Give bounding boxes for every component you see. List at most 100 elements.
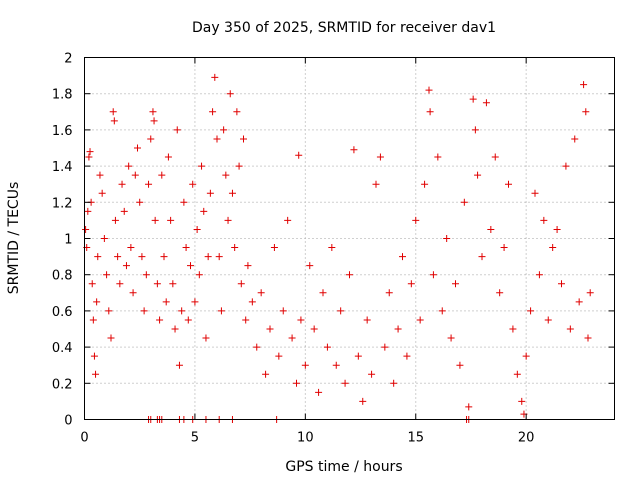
- data-point: [204, 253, 212, 261]
- grid: [84, 57, 615, 420]
- data-point: [92, 370, 100, 378]
- data-point: [237, 280, 245, 288]
- data-point: [257, 289, 265, 297]
- data-point: [412, 216, 420, 224]
- data-point: [158, 171, 166, 179]
- data-point: [586, 289, 594, 297]
- data-point: [228, 189, 236, 197]
- data-point: [156, 316, 164, 324]
- data-point: [233, 108, 241, 116]
- data-point: [93, 298, 101, 306]
- data-point: [421, 180, 429, 188]
- data-point: [173, 126, 181, 134]
- data-point: [452, 280, 459, 288]
- data-point: [127, 244, 135, 252]
- data-point: [399, 253, 406, 261]
- data-point: [244, 262, 252, 270]
- data-point: [202, 334, 210, 342]
- y-tick-label: 1.6: [52, 124, 73, 139]
- data-point: [160, 253, 168, 261]
- data-point: [150, 117, 158, 125]
- data-point: [346, 271, 353, 279]
- data-point: [368, 370, 376, 378]
- data-point: [496, 289, 504, 297]
- data-point: [171, 325, 179, 333]
- data-point: [403, 352, 411, 360]
- data-point: [129, 289, 137, 297]
- data-point: [434, 153, 442, 161]
- data-point: [328, 244, 336, 252]
- data-point: [471, 126, 479, 134]
- data-point: [195, 271, 203, 279]
- data-point: [315, 388, 323, 396]
- data-point: [535, 271, 543, 279]
- data-point: [85, 153, 93, 161]
- data-point: [138, 253, 146, 261]
- data-point: [226, 90, 234, 98]
- data-point: [213, 135, 221, 143]
- axis-ticks: [84, 57, 615, 420]
- data-point: [217, 307, 225, 315]
- data-point: [88, 280, 96, 288]
- data-point: [469, 95, 477, 103]
- data-point: [206, 189, 214, 197]
- x-axis-title: GPS time / hours: [285, 459, 402, 475]
- data-point: [474, 171, 482, 179]
- data-point: [134, 144, 141, 152]
- data-point: [376, 153, 384, 161]
- x-tick-label: 20: [518, 431, 535, 446]
- data-point: [407, 280, 415, 288]
- data-point: [82, 225, 90, 233]
- y-tick-label: 2: [64, 52, 72, 67]
- data-point: [566, 325, 574, 333]
- data-point: [180, 198, 188, 206]
- x-tick-labels: 0 5 10 15 20: [80, 431, 534, 446]
- data-point: [580, 81, 588, 89]
- data-point: [443, 235, 451, 242]
- data-point: [262, 370, 270, 378]
- y-tick-label: 0: [64, 414, 72, 429]
- data-point: [505, 180, 512, 188]
- data-point: [178, 307, 186, 315]
- data-point: [184, 316, 192, 324]
- data-point: [153, 280, 161, 288]
- data-point: [394, 325, 402, 333]
- data-point: [456, 361, 464, 369]
- x-tick-label: 10: [297, 431, 314, 446]
- data-point: [270, 244, 278, 252]
- data-point: [105, 307, 113, 315]
- data-point: [571, 135, 579, 143]
- data-point: [145, 180, 153, 188]
- data-point: [215, 253, 223, 261]
- data-point: [460, 198, 468, 206]
- data-point: [84, 207, 92, 215]
- data-point: [354, 352, 362, 360]
- data-point: [125, 162, 133, 170]
- data-point: [544, 316, 552, 324]
- data-point: [142, 271, 150, 279]
- data-point: [164, 153, 172, 161]
- data-point: [122, 262, 130, 270]
- data-point: [103, 271, 111, 279]
- data-point: [94, 253, 102, 261]
- y-tick-label: 0.2: [52, 377, 73, 392]
- x-tick-label: 5: [191, 431, 199, 446]
- data-point: [372, 180, 380, 188]
- y-tick-label: 1: [64, 233, 72, 248]
- data-point: [131, 171, 139, 179]
- data-point: [295, 151, 303, 159]
- data-point: [191, 298, 199, 306]
- data-point: [98, 189, 106, 197]
- x-tick-label: 15: [407, 431, 424, 446]
- y-tick-label: 0.6: [52, 305, 73, 320]
- data-point: [107, 334, 115, 342]
- data-point: [175, 361, 183, 369]
- data-point: [385, 289, 393, 297]
- data-point: [293, 379, 300, 387]
- data-point: [350, 146, 358, 154]
- data-point: [200, 207, 208, 215]
- data-point: [116, 280, 124, 288]
- data-point: [337, 307, 345, 315]
- scatter-points: [82, 73, 594, 423]
- data-point: [531, 189, 539, 197]
